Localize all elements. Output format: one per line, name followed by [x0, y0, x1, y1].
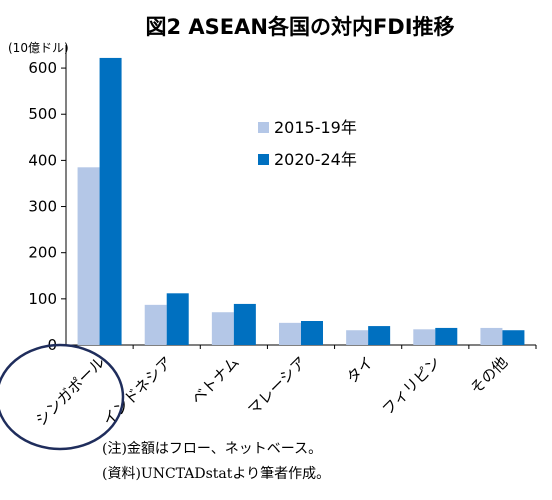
bar-s1-0 [77, 167, 100, 345]
x-tick-label-0: シンガポール [32, 353, 108, 429]
bar-s2-0 [99, 57, 122, 346]
legend: 2015-19年 2020-24年 [258, 118, 357, 169]
legend-label-1: 2015-19年 [274, 118, 357, 137]
x-tick-label-2: ベトナム [188, 353, 243, 408]
x-tick-label-3: マレーシア [244, 353, 310, 419]
y-tick-label: 500 [28, 105, 57, 123]
bar-s1-6 [480, 327, 503, 345]
bar-s1-2 [211, 312, 234, 345]
bars [77, 57, 537, 349]
chart-title: 図2 ASEAN各国の対内FDI推移 [145, 15, 454, 39]
legend-swatch-1 [258, 122, 269, 133]
bar-s1-3 [279, 322, 301, 345]
y-tick-label: 200 [28, 244, 57, 262]
y-tick-label: 300 [28, 198, 57, 216]
bar-s2-4 [368, 326, 391, 345]
y-axis-label: (10億ドル) [8, 41, 69, 55]
source-line: (資料)UNCTADstatより筆者作成。 [102, 466, 331, 482]
y-tick-label: 100 [28, 290, 57, 308]
legend-swatch-2 [258, 154, 269, 165]
bar-s2-1 [166, 293, 189, 345]
x-tick-label-4: タイ [343, 353, 377, 387]
x-tick-label-5: フィリピン [379, 353, 445, 419]
note-line: (注)金額はフロー、ネットベース。 [102, 441, 323, 457]
y-tick-label: 600 [28, 59, 57, 77]
bar-s2-6 [502, 330, 525, 345]
bar-s1-4 [346, 330, 369, 345]
bar-s2-2 [233, 303, 256, 345]
bar-s2-5 [435, 327, 458, 345]
y-tick-label: 400 [28, 151, 57, 169]
highlight-ellipse [0, 343, 125, 451]
legend-label-2: 2020-24年 [274, 150, 357, 169]
bar-s1-5 [413, 329, 436, 345]
bar-s1-1 [144, 304, 167, 345]
x-tick-label-6: その他 [467, 353, 512, 398]
bar-s2-3 [301, 321, 323, 345]
